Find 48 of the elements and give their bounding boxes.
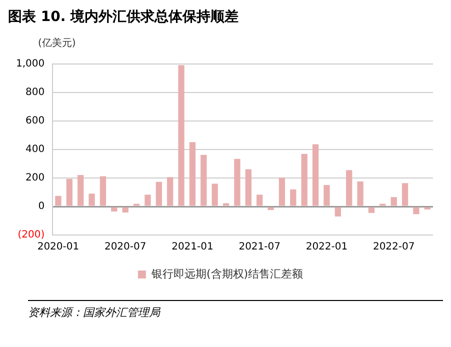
bar bbox=[178, 65, 184, 206]
text: 资料来源：国家外汇管理局 bbox=[28, 305, 162, 320]
bar bbox=[222, 203, 230, 206]
bar bbox=[256, 194, 263, 206]
bar bbox=[402, 183, 408, 206]
bar bbox=[144, 194, 151, 206]
bar bbox=[200, 154, 207, 206]
x-tick-label: 2020-01 bbox=[37, 242, 80, 253]
y-tick-label: 1,000 bbox=[16, 58, 45, 70]
bar bbox=[212, 184, 218, 206]
bar bbox=[78, 175, 84, 206]
y-tick-label: 200 bbox=[26, 172, 45, 184]
bar bbox=[167, 177, 174, 206]
y-tick-label: 0 bbox=[38, 201, 45, 212]
x-tick-label: 2021-01 bbox=[172, 242, 214, 253]
chart-title: 图表 10. 境内外汇供求总体保持顺差 bbox=[8, 8, 240, 26]
bar bbox=[122, 207, 128, 212]
bar bbox=[66, 178, 72, 206]
y-tick-label: (200) bbox=[18, 230, 45, 241]
y-tick-label: 600 bbox=[26, 116, 45, 127]
bar bbox=[368, 207, 375, 213]
bar bbox=[55, 196, 62, 206]
bar bbox=[189, 142, 196, 206]
bar bbox=[268, 207, 274, 210]
y-tick-label: 400 bbox=[26, 144, 45, 156]
x-tick-label: 2022-01 bbox=[306, 242, 348, 253]
bar bbox=[334, 207, 341, 216]
bar bbox=[346, 170, 352, 206]
y-axis-title: (亿美元) bbox=[38, 36, 77, 50]
bar bbox=[324, 184, 330, 206]
bar bbox=[88, 194, 95, 206]
x-tick-label: 2021-07 bbox=[238, 242, 280, 253]
bar bbox=[301, 154, 308, 206]
bar bbox=[357, 181, 364, 206]
bar bbox=[156, 182, 162, 206]
x-tick-label: 2020-07 bbox=[104, 242, 146, 253]
bar bbox=[390, 197, 397, 206]
bar bbox=[413, 207, 420, 214]
x-tick-label: 2022-07 bbox=[372, 242, 415, 253]
bar bbox=[100, 176, 106, 206]
bar bbox=[290, 189, 296, 206]
legend-label: 银行即远期(含期权)结售汇差额 bbox=[150, 267, 304, 280]
bar bbox=[111, 207, 118, 212]
bar bbox=[245, 169, 252, 206]
bar bbox=[278, 178, 286, 206]
bar bbox=[234, 158, 240, 206]
y-tick-label: 800 bbox=[26, 87, 45, 98]
bar bbox=[312, 144, 319, 206]
